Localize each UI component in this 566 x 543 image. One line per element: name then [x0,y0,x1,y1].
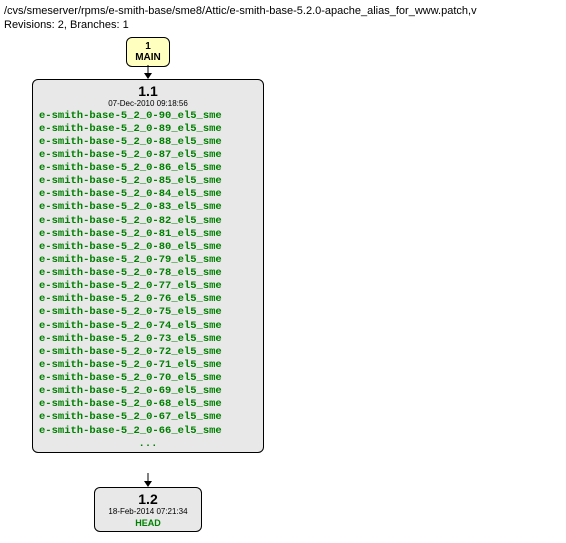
header-revisions: Revisions: 2, Branches: 1 [4,18,562,32]
rev-tag: e-smith-base-5_2_0-66_el5_sme [39,425,257,438]
rev-tag: e-smith-base-5_2_0-70_el5_sme [39,372,257,385]
rev-tag: e-smith-base-5_2_0-90_el5_sme [39,110,257,123]
rev-tag: e-smith-base-5_2_0-84_el5_sme [39,188,257,201]
rev-tag: e-smith-base-5_2_0-79_el5_sme [39,254,257,267]
rev-date: 07-Dec-2010 09:18:56 [33,99,263,110]
rev-version: 1.1 [33,80,263,99]
rev-tag: e-smith-base-5_2_0-88_el5_sme [39,136,257,149]
rev-tag: e-smith-base-5_2_0-85_el5_sme [39,175,257,188]
revision-node-1-2[interactable]: 1.2 18-Feb-2014 07:21:34 HEAD [94,487,202,532]
rev-tag: e-smith-base-5_2_0-80_el5_sme [39,241,257,254]
rev-tag: e-smith-base-5_2_0-75_el5_sme [39,306,257,319]
rev-tag: e-smith-base-5_2_0-71_el5_sme [39,359,257,372]
rev-tag: e-smith-base-5_2_0-76_el5_sme [39,293,257,306]
rev-tag: e-smith-base-5_2_0-82_el5_sme [39,215,257,228]
rev-tag: e-smith-base-5_2_0-89_el5_sme [39,123,257,136]
rev-tag: e-smith-base-5_2_0-83_el5_sme [39,201,257,214]
rev-tags-list: e-smith-base-5_2_0-90_el5_sme e-smith-ba… [33,110,263,452]
connector-rev1-rev2 [144,473,152,487]
rev-tag: e-smith-base-5_2_0-87_el5_sme [39,149,257,162]
branch-number: 1 [135,41,161,52]
rev-tag: e-smith-base-5_2_0-74_el5_sme [39,320,257,333]
rev-tag: e-smith-base-5_2_0-72_el5_sme [39,346,257,359]
connector-main-rev1 [144,65,152,79]
branch-name: MAIN [135,52,161,63]
rev-head: HEAD [95,518,201,528]
revision-diagram: 1 MAIN 1.1 07-Dec-2010 09:18:56 e-smith-… [0,35,566,540]
rev-tag: e-smith-base-5_2_0-67_el5_sme [39,411,257,424]
rev-tag: e-smith-base-5_2_0-81_el5_sme [39,228,257,241]
rev-tag: e-smith-base-5_2_0-68_el5_sme [39,398,257,411]
rev-tag: e-smith-base-5_2_0-78_el5_sme [39,267,257,280]
revision-node-1-1[interactable]: 1.1 07-Dec-2010 09:18:56 e-smith-base-5_… [32,79,264,453]
rev-tag: e-smith-base-5_2_0-77_el5_sme [39,280,257,293]
rev-tag: e-smith-base-5_2_0-69_el5_sme [39,385,257,398]
header: /cvs/smeserver/rpms/e-smith-base/sme8/At… [0,0,566,35]
header-path: /cvs/smeserver/rpms/e-smith-base/sme8/At… [4,4,562,18]
rev-tag: e-smith-base-5_2_0-73_el5_sme [39,333,257,346]
rev-tags-ellipsis: ... [39,438,257,450]
rev-date: 18-Feb-2014 07:21:34 [95,507,201,518]
rev-version: 1.2 [95,488,201,507]
branch-node-main[interactable]: 1 MAIN [126,37,170,67]
rev-tag: e-smith-base-5_2_0-86_el5_sme [39,162,257,175]
